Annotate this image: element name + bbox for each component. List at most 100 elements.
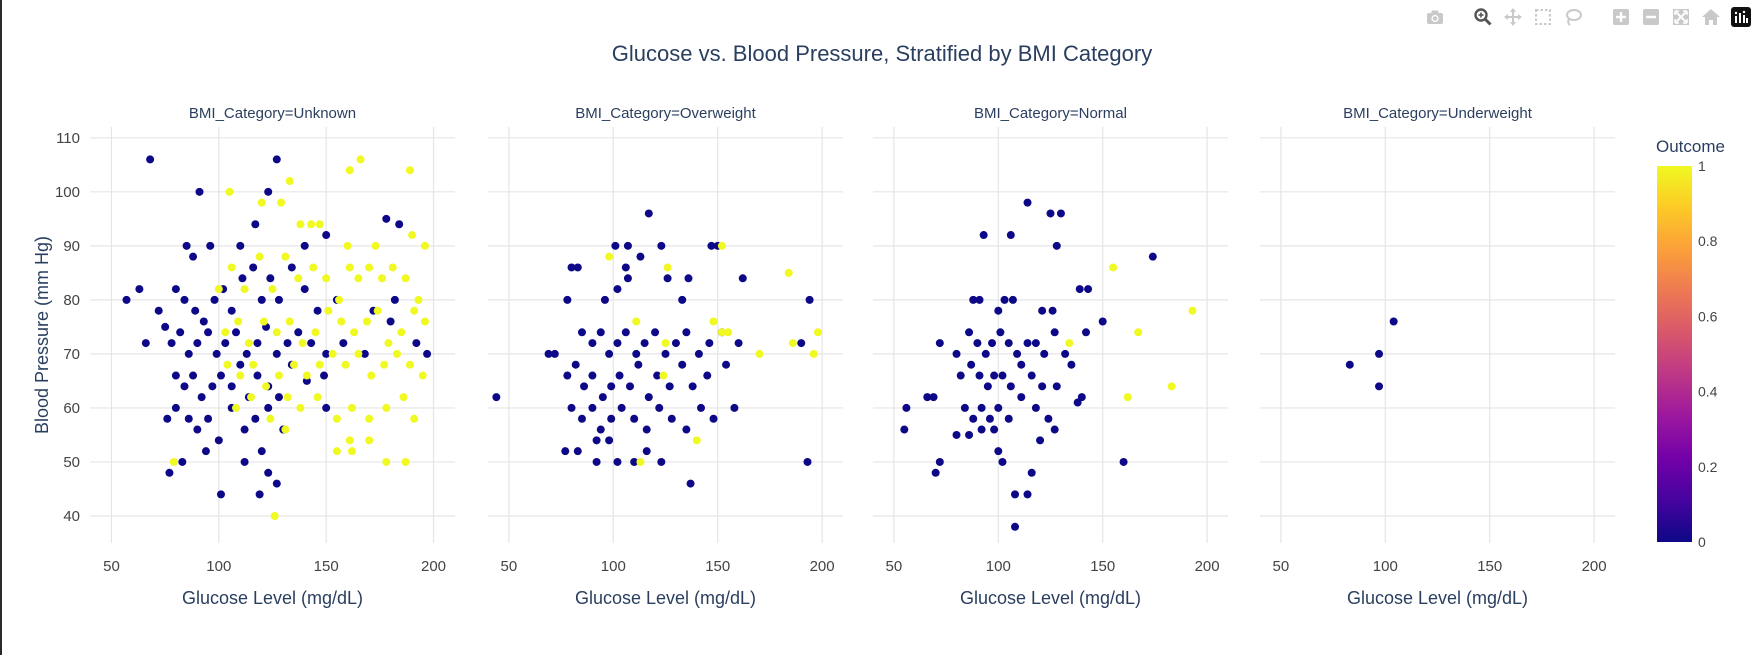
data-point[interactable] (232, 403, 240, 412)
data-point[interactable] (563, 371, 572, 380)
data-point[interactable] (214, 285, 223, 294)
data-point[interactable] (722, 360, 731, 369)
data-point[interactable] (730, 403, 739, 412)
data-point[interactable] (1046, 209, 1055, 218)
data-point[interactable] (184, 349, 193, 358)
data-point[interactable] (969, 295, 978, 304)
data-point[interactable] (1052, 241, 1061, 250)
data-point[interactable] (544, 349, 553, 358)
data-point[interactable] (592, 436, 601, 445)
data-point[interactable] (975, 295, 984, 304)
data-point[interactable] (994, 447, 1003, 456)
data-point[interactable] (492, 393, 501, 402)
data-point[interactable] (717, 241, 726, 250)
data-point[interactable] (296, 220, 305, 229)
data-point[interactable] (738, 274, 747, 283)
data-point[interactable] (418, 371, 427, 380)
data-point[interactable] (262, 382, 271, 391)
data-point[interactable] (180, 295, 189, 304)
data-point[interactable] (244, 339, 253, 348)
data-point[interactable] (255, 252, 264, 261)
data-point[interactable] (365, 414, 374, 423)
data-point[interactable] (178, 457, 187, 466)
data-point[interactable] (985, 414, 994, 423)
data-point[interactable] (332, 414, 341, 423)
data-point[interactable] (221, 328, 230, 337)
data-point[interactable] (414, 295, 423, 304)
data-point[interactable] (146, 155, 155, 164)
data-point[interactable] (571, 360, 580, 369)
data-point[interactable] (979, 231, 988, 240)
data-point[interactable] (621, 328, 630, 337)
data-point[interactable] (1065, 339, 1074, 348)
data-point[interactable] (561, 447, 570, 456)
data-point[interactable] (956, 371, 965, 380)
data-point[interactable] (412, 339, 421, 348)
data-point[interactable] (167, 339, 176, 348)
data-point[interactable] (1167, 382, 1176, 391)
data-point[interactable] (322, 349, 331, 358)
data-point[interactable] (626, 382, 634, 391)
data-point[interactable] (410, 414, 419, 423)
data-point[interactable] (264, 468, 273, 477)
data-point[interactable] (661, 349, 670, 358)
data-point[interactable] (1389, 317, 1398, 326)
data-point[interactable] (1006, 382, 1015, 391)
data-point[interactable] (623, 241, 632, 250)
data-point[interactable] (605, 349, 614, 358)
data-point[interactable] (399, 393, 408, 402)
data-point[interactable] (382, 403, 391, 412)
data-point[interactable] (255, 490, 264, 499)
data-point[interactable] (268, 285, 277, 294)
data-point[interactable] (636, 457, 645, 466)
data-point[interactable] (682, 328, 691, 337)
data-point[interactable] (659, 371, 668, 380)
data-point[interactable] (350, 328, 359, 337)
data-point[interactable] (611, 241, 620, 250)
data-point[interactable] (285, 317, 294, 326)
data-point[interactable] (266, 414, 275, 423)
data-point[interactable] (201, 447, 210, 456)
data-point[interactable] (189, 252, 198, 261)
data-point[interactable] (734, 339, 743, 348)
data-point[interactable] (965, 328, 974, 337)
data-point[interactable] (384, 339, 393, 348)
data-point[interactable] (1031, 339, 1040, 348)
data-point[interactable] (630, 414, 639, 423)
data-point[interactable] (952, 349, 961, 358)
data-point[interactable] (165, 468, 174, 477)
data-point[interactable] (632, 349, 641, 358)
data-point[interactable] (998, 457, 1007, 466)
data-point[interactable] (161, 322, 170, 331)
data-point[interactable] (1375, 382, 1384, 391)
data-point[interactable] (642, 447, 651, 456)
data-point[interactable] (249, 263, 258, 272)
data-point[interactable] (208, 382, 217, 391)
data-point[interactable] (171, 403, 180, 412)
data-point[interactable] (300, 285, 309, 294)
data-point[interactable] (257, 447, 266, 456)
data-point[interactable] (923, 393, 932, 402)
data-point[interactable] (973, 339, 982, 348)
data-point[interactable] (813, 328, 822, 337)
data-point[interactable] (274, 371, 283, 380)
data-point[interactable] (408, 231, 417, 240)
data-point[interactable] (382, 214, 391, 223)
data-point[interactable] (283, 339, 292, 348)
data-point[interactable] (809, 349, 818, 358)
data-point[interactable] (965, 430, 974, 439)
data-point[interactable] (1188, 306, 1197, 315)
data-point[interactable] (171, 371, 180, 380)
data-point[interactable] (154, 306, 163, 315)
data-point[interactable] (277, 198, 286, 207)
data-point[interactable] (671, 339, 680, 348)
data-point[interactable] (983, 382, 992, 391)
data-point[interactable] (967, 360, 976, 369)
data-point[interactable] (703, 371, 712, 380)
data-point[interactable] (600, 295, 609, 304)
data-point[interactable] (302, 371, 311, 380)
data-point[interactable] (274, 295, 283, 304)
data-point[interactable] (805, 295, 814, 304)
data-point[interactable] (257, 198, 266, 207)
data-point[interactable] (259, 317, 268, 326)
